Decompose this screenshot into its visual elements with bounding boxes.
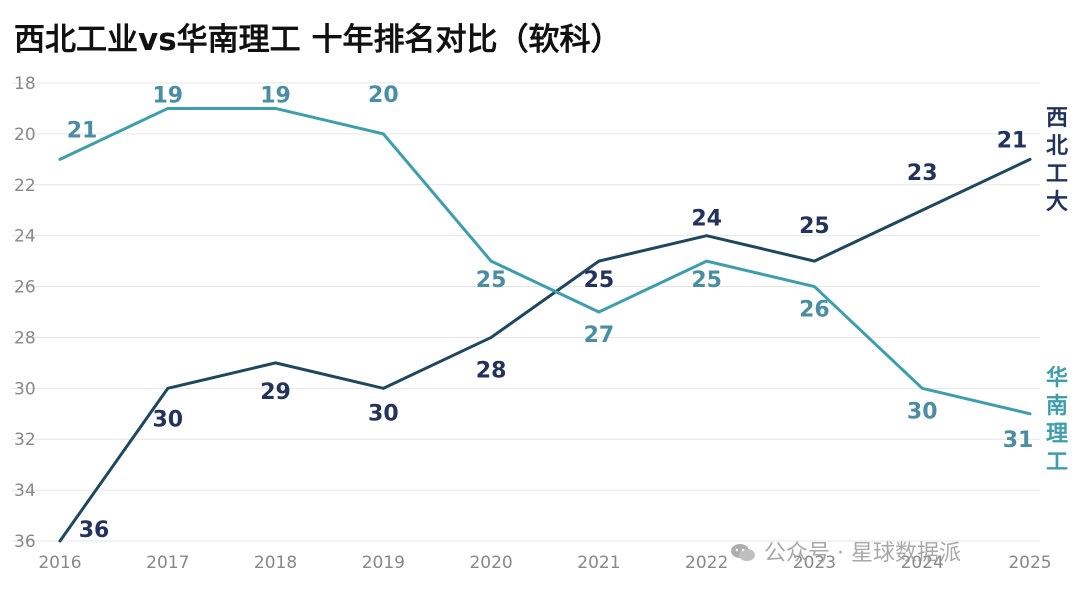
y-tick-label: 28 [14,328,36,348]
data-label: 31 [1003,428,1034,453]
watermark-text: 公众号 · 星球数据派 [764,541,961,566]
data-label: 26 [799,298,830,323]
data-label: 24 [691,207,722,232]
data-label: 28 [476,358,507,383]
x-tick-label: 2023 [793,553,836,573]
y-tick-label: 34 [14,481,36,501]
y-tick-label: 20 [14,125,36,145]
data-label: 25 [691,268,722,293]
data-label: 21 [997,128,1028,153]
data-label: 25 [799,214,830,239]
x-tick-label: 2024 [901,553,944,573]
y-tick-label: 36 [14,532,36,552]
data-label: 19 [260,83,291,108]
data-labels: 36 30 29 30 28 25 24 25 23 21 21 19 19 20 25 27 25 26 30 31 [67,83,1034,543]
data-label: 21 [67,118,98,143]
data-label: 27 [584,323,615,348]
x-tick-label: 2025 [1008,553,1051,573]
data-label: 19 [152,83,183,108]
legend-label-series-1: 华南理工 [1045,366,1068,475]
data-label: 30 [152,407,183,432]
watermark: 公众号 · 星球数据派 [730,535,961,567]
x-axis: 2016 2017 2018 2019 2020 2021 2022 2023 2024 2025 [38,553,1051,573]
y-tick-label: 18 [14,74,36,94]
x-tick-label: 2021 [577,553,620,573]
x-tick-label: 2020 [469,553,512,573]
data-label: 20 [368,83,399,108]
y-tick-label: 26 [14,278,36,298]
y-tick-label: 32 [14,430,36,450]
wechat-icon [731,544,755,561]
grid-layer [12,82,1040,542]
data-label: 36 [79,518,110,543]
chart-title: 西北工业vs华南理工 十年排名对比（软科） [14,22,622,58]
data-label: 29 [260,380,291,405]
data-label: 23 [907,161,938,186]
y-tick-label: 30 [14,379,36,399]
x-tick-label: 2018 [254,553,297,573]
data-label: 30 [907,399,938,424]
series-line-1 [58,106,1032,416]
x-tick-label: 2017 [146,553,189,573]
y-tick-label: 22 [14,176,36,196]
series-line-0 [58,157,1032,543]
x-tick-label: 2022 [685,553,728,573]
y-axis: 18 20 22 24 26 28 30 32 34 36 [14,74,36,552]
data-label: 25 [584,268,615,293]
data-label: 25 [476,268,507,293]
x-tick-label: 2019 [362,553,405,573]
series-lines [58,106,1032,543]
legend-label-series-0: 西北工大 [1045,106,1068,215]
y-tick-label: 24 [14,227,36,247]
x-tick-label: 2016 [38,553,81,573]
data-label: 30 [368,401,399,426]
